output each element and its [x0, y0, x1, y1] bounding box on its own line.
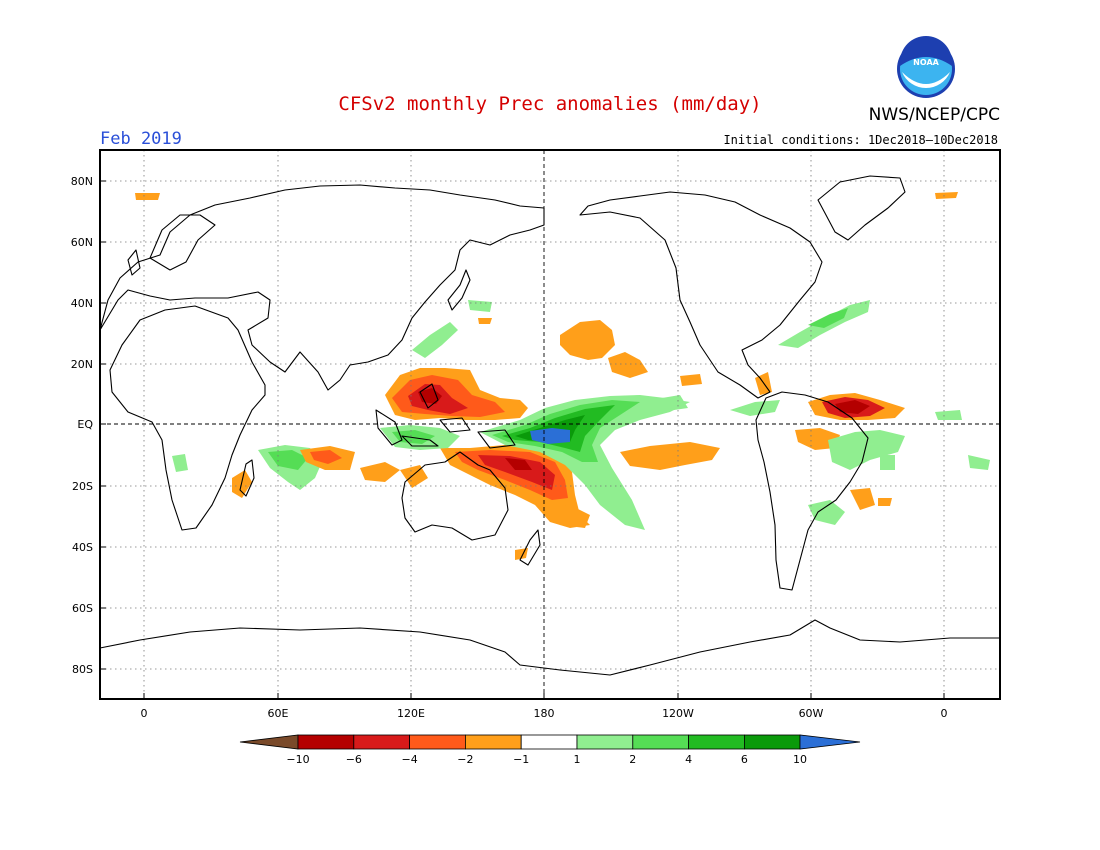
org-label: NWS/NCEP/CPC	[869, 105, 1000, 125]
anomaly-satl-core	[835, 400, 870, 414]
coastlines	[99, 175, 1000, 676]
anomaly-cam-pos	[680, 374, 702, 386]
anomaly-africa-pos	[172, 454, 188, 472]
anomaly-arctic-a	[135, 193, 160, 200]
axis-ticks	[100, 180, 945, 699]
anomaly-swpac-core	[478, 455, 555, 490]
colorbar-label-p10: 10	[793, 753, 807, 766]
initial-conditions: Initial conditions: 1Dec2018—10Dec2018	[723, 133, 998, 147]
anomaly-tatl-pos	[730, 400, 780, 416]
lat-label-80s: 80S	[72, 663, 93, 676]
anomaly-arctic-b	[935, 192, 958, 199]
anomaly-npac-small	[478, 318, 492, 324]
lat-label-60s: 60S	[72, 602, 93, 615]
uk-coast	[127, 249, 141, 276]
anomaly-epac-pos	[650, 395, 688, 412]
colorbar-label-m6: −6	[346, 753, 362, 766]
anomaly-aus-pos	[400, 465, 428, 488]
lon-label-180: 180	[534, 707, 555, 720]
anomaly-brazil-neg	[795, 428, 840, 450]
anomaly-cpac-peak	[530, 428, 570, 444]
colorbar	[239, 734, 861, 750]
colorbar-label-p4: 4	[685, 753, 692, 766]
colorbar-labels: −10 −6 −4 −2 −1 1 2 4 6 10	[286, 753, 807, 766]
lat-label-eq: EQ	[77, 418, 93, 431]
colorbar-swatch-lt-m10	[239, 734, 299, 750]
greenland-coast	[817, 175, 906, 241]
lat-label-60n: 60N	[71, 236, 93, 249]
anomaly-easia-pos	[412, 322, 458, 358]
colorbar-swatch-m4-m2	[409, 734, 466, 750]
anomaly-catl-pos	[935, 410, 962, 420]
anomaly-safr-pos	[968, 455, 990, 470]
colorbar-label-p2: 2	[629, 753, 636, 766]
anomaly-brazil-pos	[828, 430, 905, 470]
anomaly-sp-neg	[545, 505, 590, 528]
colorbar-swatch-p1-2	[576, 734, 634, 750]
lon-label-120w: 120W	[662, 707, 694, 720]
anomaly-io-neg-2	[360, 462, 400, 482]
lat-label-80n: 80N	[71, 175, 93, 188]
colorbar-label-p1: 1	[574, 753, 581, 766]
forecast-period: Feb 2019	[100, 129, 182, 149]
lon-label-60e: 60E	[268, 707, 289, 720]
colorbar-label-p6: 6	[741, 753, 748, 766]
anomaly-seam-pos	[808, 500, 845, 525]
madagascar-coast	[239, 459, 255, 497]
anomaly-ncpac-b	[608, 352, 648, 378]
colorbar-swatch-m1-1	[520, 734, 578, 750]
eurasia-coast	[99, 184, 545, 391]
lat-label-20n: 20N	[71, 358, 93, 371]
lon-labels: 0 60E 120E 180 120W 60W 0	[141, 707, 948, 720]
anomaly-sio-pos	[880, 455, 895, 470]
anomaly-mdg-neg	[232, 470, 252, 498]
colorbar-swatch-gt-10	[799, 734, 861, 750]
scandinavia-coast	[149, 214, 216, 271]
anomaly-satl-small	[878, 498, 892, 506]
colorbar-swatch-m10-m6	[297, 734, 355, 750]
antarctica-coast	[99, 619, 1000, 676]
anomaly-shading	[135, 192, 990, 560]
lat-label-20s: 20S	[72, 480, 93, 493]
anomaly-sbrazil-neg	[850, 488, 875, 510]
lon-label-60w: 60W	[799, 707, 824, 720]
lat-label-40n: 40N	[71, 297, 93, 310]
colorbar-label-m10: −10	[286, 753, 309, 766]
colorbar-swatch-p2-4	[632, 734, 689, 750]
australia-coast	[401, 451, 509, 541]
lon-label-0-east: 0	[941, 707, 948, 720]
anomaly-ncpac-a	[560, 320, 615, 360]
colorbar-label-m2: −2	[457, 753, 473, 766]
colorbar-label-m4: −4	[401, 753, 417, 766]
anomaly-swpac-peak	[505, 458, 532, 470]
lon-label-0-west: 0	[141, 707, 148, 720]
newzealand-coast	[519, 529, 541, 566]
north-america-coast	[579, 191, 823, 399]
colorbar-swatch-m2-m1	[464, 734, 522, 750]
japan-coast	[447, 269, 471, 311]
lat-labels: 80N 60N 40N 20N EQ 20S 40S 60S 80S	[71, 175, 94, 676]
south-america-coast	[755, 391, 869, 591]
africa-coast	[109, 305, 266, 531]
lon-label-120e: 120E	[397, 707, 425, 720]
anomaly-io-neg-core	[310, 450, 342, 464]
anomaly-natl-pos-2	[808, 308, 848, 328]
colorbar-swatch-p6-10	[744, 734, 801, 750]
maritime-islands	[375, 383, 516, 449]
noaa-logo: NOAA	[897, 36, 955, 98]
colorbar-swatch-m6-m4	[353, 734, 410, 750]
colorbar-label-m1: −1	[513, 753, 529, 766]
map-title: CFSv2 monthly Prec anomalies (mm/day)	[338, 93, 761, 115]
lat-label-40s: 40S	[72, 541, 93, 554]
noaa-logo-text: NOAA	[913, 58, 939, 67]
colorbar-swatch-p4-6	[688, 734, 745, 750]
anomaly-scpac	[620, 442, 720, 470]
anomaly-mc-pos-2	[392, 430, 435, 444]
